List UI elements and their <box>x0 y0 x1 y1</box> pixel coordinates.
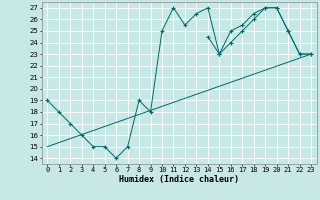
X-axis label: Humidex (Indice chaleur): Humidex (Indice chaleur) <box>119 175 239 184</box>
